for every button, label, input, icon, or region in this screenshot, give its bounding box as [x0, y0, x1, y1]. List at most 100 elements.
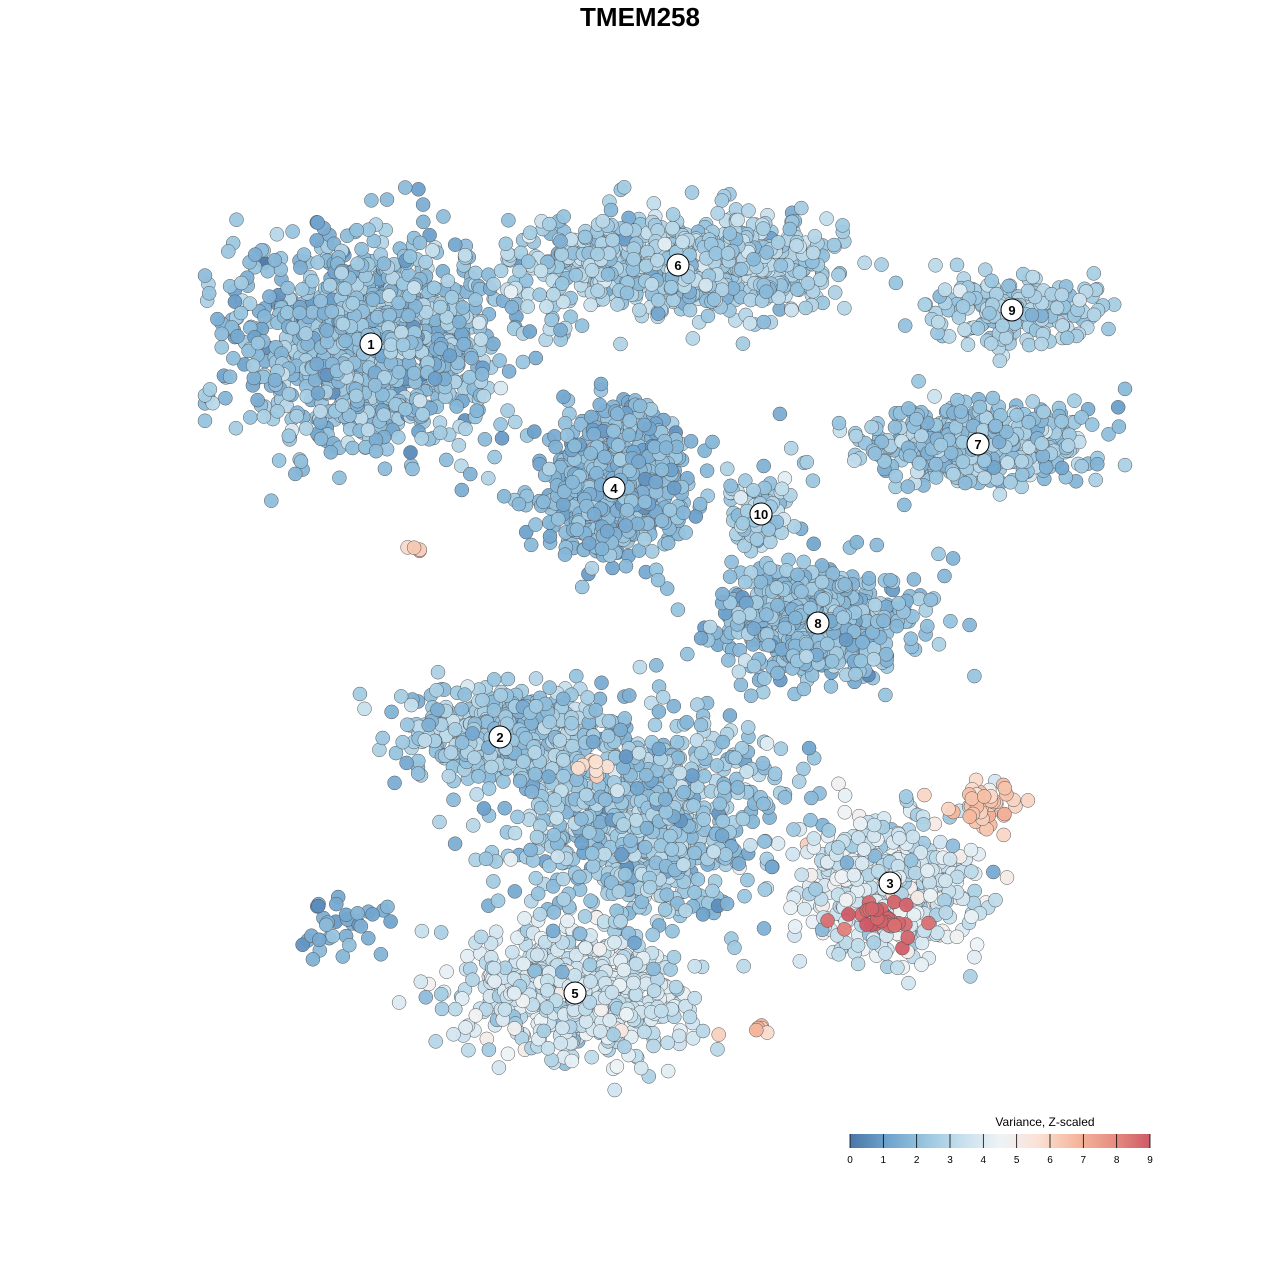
cluster-point — [406, 280, 422, 295]
cluster-point — [556, 497, 571, 512]
cluster-point — [433, 299, 448, 315]
cluster-point — [413, 974, 429, 989]
cluster-point — [621, 427, 637, 443]
cluster-point — [339, 360, 354, 375]
cluster-point — [830, 840, 846, 855]
cluster-point — [928, 457, 944, 472]
cluster-point — [583, 446, 598, 461]
cluster-point — [542, 529, 558, 544]
cluster-point — [794, 867, 809, 883]
cluster-point — [957, 475, 973, 491]
cluster-point — [405, 461, 420, 477]
cluster-point — [583, 297, 598, 313]
cluster-point — [267, 372, 283, 388]
cluster-point — [826, 237, 842, 253]
cluster-point — [360, 422, 376, 438]
cluster-point — [610, 438, 626, 453]
cluster-point — [972, 399, 988, 415]
cluster-point — [399, 755, 414, 771]
cluster-point — [837, 788, 853, 803]
cluster-point — [963, 969, 978, 984]
cluster-point — [441, 768, 457, 784]
cluster-point — [233, 305, 249, 321]
cluster-point — [603, 202, 619, 218]
cluster-point — [310, 255, 325, 270]
cluster-point — [494, 431, 510, 446]
cluster-point — [501, 364, 517, 379]
cluster-point — [685, 331, 701, 346]
cluster-point — [322, 277, 338, 293]
cluster-point — [590, 246, 605, 262]
cluster-point — [486, 336, 501, 352]
cluster-point — [498, 236, 514, 252]
cluster-point — [376, 256, 392, 271]
cluster-point — [1054, 460, 1070, 476]
cluster-point — [412, 235, 428, 251]
cluster-point — [440, 273, 456, 289]
cluster-point — [256, 409, 272, 424]
cluster-point — [847, 453, 862, 468]
cluster-point — [927, 389, 942, 404]
cluster-point — [1074, 458, 1089, 474]
cluster-point — [540, 1041, 556, 1056]
cluster-point — [418, 254, 433, 270]
cluster-point — [945, 838, 961, 854]
cluster-point — [933, 834, 948, 850]
cluster-point — [349, 222, 364, 238]
cluster-point — [428, 1034, 443, 1049]
cluster-point — [528, 517, 543, 532]
cluster-point — [999, 870, 1015, 885]
cluster-point — [938, 873, 953, 888]
cluster-point — [434, 1001, 450, 1017]
cluster-point — [714, 193, 730, 208]
cluster-point — [1021, 414, 1036, 430]
cluster-point — [443, 745, 459, 760]
cluster-point — [430, 664, 446, 680]
cluster-point — [296, 247, 312, 262]
cluster-point — [586, 507, 602, 522]
cluster-point — [391, 430, 406, 445]
cluster-point — [515, 354, 531, 370]
cluster-point — [432, 425, 448, 441]
cluster-point — [900, 479, 916, 494]
cluster-point — [565, 474, 580, 490]
cluster-point — [592, 942, 607, 957]
cluster-point — [309, 356, 325, 372]
cluster-point — [784, 302, 799, 318]
cluster-point — [338, 333, 353, 349]
cluster-point — [619, 285, 635, 301]
cluster-point — [644, 544, 660, 559]
cluster-point — [964, 909, 979, 924]
cluster-point — [916, 817, 931, 832]
cluster-point — [348, 388, 364, 404]
cluster-point — [500, 403, 515, 418]
cluster-point — [522, 225, 538, 240]
cluster-point — [759, 245, 774, 260]
cluster-point — [569, 522, 585, 537]
cluster-point — [682, 302, 698, 318]
cluster-point — [460, 948, 475, 964]
cluster-point — [293, 454, 309, 469]
cluster-point — [618, 222, 634, 237]
cluster-point — [527, 424, 542, 439]
cluster-point — [637, 532, 652, 547]
cluster-point — [911, 374, 926, 389]
cluster-point — [593, 376, 609, 392]
cluster-point — [610, 297, 625, 312]
cluster-point — [298, 421, 314, 436]
cluster-point — [670, 602, 686, 617]
cluster-point — [700, 308, 716, 324]
cluster-point — [451, 438, 467, 453]
cluster-point — [468, 265, 483, 281]
cluster-point — [837, 805, 853, 820]
cluster-point — [539, 1000, 555, 1015]
cluster-point — [465, 972, 480, 987]
cluster-point — [756, 221, 771, 236]
cluster-point — [516, 956, 531, 972]
cluster-point — [352, 686, 368, 702]
cluster-point — [523, 537, 539, 553]
cluster-point — [1054, 414, 1069, 429]
cluster-point — [434, 986, 449, 1002]
cluster-point — [933, 437, 949, 453]
cluster-point — [553, 1036, 568, 1051]
